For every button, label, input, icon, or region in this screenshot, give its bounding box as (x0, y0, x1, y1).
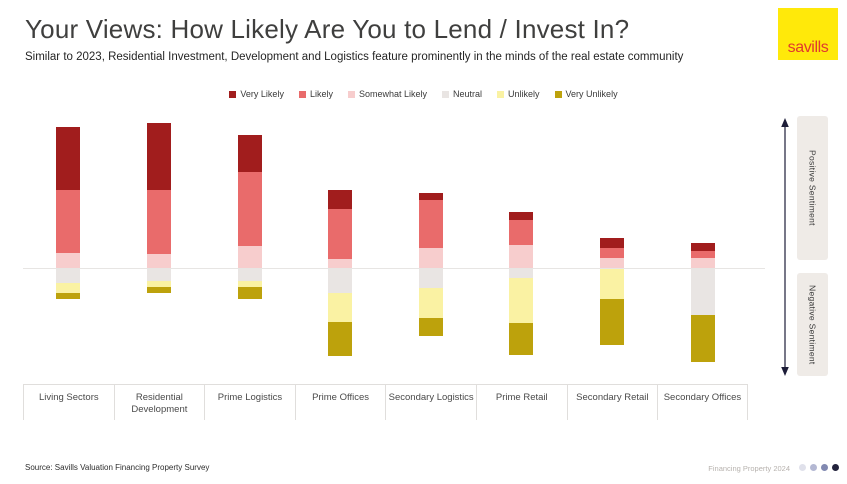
bar-secondary-logistics-segment-very-unlikely (418, 318, 443, 337)
bar-residential-development-segment-unlikely (146, 280, 171, 287)
legend-label: Somewhat Likely (358, 89, 428, 99)
bar-secondary-retail-segment-somewhat-likely (599, 258, 624, 269)
legend-label: Very Likely (240, 89, 284, 99)
bar-secondary-logistics-segment-neutral (418, 268, 443, 289)
legend-item-unlikely: Unlikely (497, 89, 540, 99)
bar-prime-retail-segment-very-unlikely (509, 322, 534, 356)
bar-living-sectors-segment-very-unlikely (56, 292, 81, 299)
legend-item-likely: Likely (298, 89, 333, 99)
legend-swatch-icon (229, 90, 237, 98)
category-label-living-sectors: Living Sectors (23, 385, 114, 420)
bar-prime-logistics-segment-somewhat-likely (237, 246, 262, 269)
category-label-prime-logistics: Prime Logistics (204, 385, 295, 420)
footer-publication-label: Financing Property 2024 (708, 464, 790, 473)
category-label-prime-retail: Prime Retail (475, 385, 567, 420)
legend-item-somewhat-likely: Somewhat Likely (347, 89, 428, 99)
sentiment-double-arrow-icon (781, 118, 789, 376)
legend-swatch-icon (497, 90, 505, 98)
bar-prime-retail-segment-likely (509, 220, 534, 246)
bar-prime-logistics-segment-neutral (237, 268, 262, 282)
bar-secondary-retail-segment-unlikely (599, 268, 624, 300)
legend-item-very-unlikely: Very Unlikely (554, 89, 618, 99)
page-subtitle: Similar to 2023, Residential Investment,… (25, 51, 684, 63)
bar-living-sectors-segment-likely (56, 190, 81, 254)
bar-prime-offices-segment-neutral (328, 268, 353, 293)
bar-residential-development-segment-somewhat-likely (146, 253, 171, 269)
bar-prime-retail-segment-neutral (509, 268, 534, 278)
bar-living-sectors-segment-unlikely (56, 283, 81, 293)
category-label-secondary-offices: Secondary Offices (657, 385, 748, 420)
bar-secondary-offices-segment-somewhat-likely (690, 258, 715, 269)
bar-living-sectors-segment-neutral (56, 268, 81, 284)
bar-secondary-offices-segment-very-likely (690, 242, 715, 252)
legend-label: Unlikely (508, 89, 540, 99)
negative-sentiment-label: Negative Sentiment (797, 273, 828, 376)
bar-secondary-retail-segment-very-likely (599, 237, 624, 248)
pagination-dot-3 (821, 464, 828, 471)
legend-item-very-likely: Very Likely (229, 89, 284, 99)
bar-prime-logistics-segment-very-likely (237, 134, 262, 173)
bar-residential-development-segment-very-likely (146, 123, 171, 191)
bar-secondary-logistics-segment-very-likely (418, 192, 443, 200)
bar-prime-offices-segment-unlikely (328, 292, 353, 322)
bar-prime-logistics-segment-unlikely (237, 281, 262, 288)
category-label-secondary-retail: Secondary Retail (566, 385, 658, 420)
bar-prime-retail-segment-very-likely (509, 211, 534, 221)
category-axis: Living Sectors Residential Development Pri… (23, 384, 748, 420)
legend-swatch-icon (298, 90, 306, 98)
bar-residential-development-segment-likely (146, 190, 171, 254)
bar-secondary-retail-segment-likely (599, 247, 624, 259)
pagination-dot-2 (810, 464, 817, 471)
bar-living-sectors-segment-somewhat-likely (56, 253, 81, 269)
bar-secondary-offices-segment-neutral (690, 268, 715, 315)
bar-prime-logistics-segment-likely (237, 172, 262, 247)
legend-item-neutral: Neutral (442, 89, 482, 99)
pagination-dot-4 (832, 464, 839, 471)
category-label-residential-development: Residential Development (113, 385, 205, 420)
legend-label: Very Unlikely (565, 89, 618, 99)
legend-label: Likely (309, 89, 333, 99)
savills-logo-text: savills (787, 39, 829, 56)
bar-prime-offices-segment-very-likely (328, 190, 353, 210)
chart-legend: Very Likely Likely Somewhat Likely Neutral U… (0, 89, 847, 99)
bar-residential-development-segment-neutral (146, 268, 171, 281)
bar-secondary-offices-segment-likely (690, 251, 715, 259)
bar-prime-logistics-segment-very-unlikely (237, 287, 262, 300)
bar-prime-retail-segment-unlikely (509, 277, 534, 323)
bar-secondary-offices-segment-very-unlikely (690, 314, 715, 363)
zero-baseline (23, 268, 765, 269)
page-title: Your Views: How Likely Are You to Lend /… (25, 14, 630, 44)
legend-swatch-icon (347, 90, 355, 98)
category-label-prime-offices: Prime Offices (294, 385, 386, 420)
savills-logo: savills (778, 8, 838, 60)
pagination-dot-1 (799, 464, 806, 471)
bar-secondary-logistics-segment-somewhat-likely (418, 247, 443, 269)
bar-prime-retail-segment-somewhat-likely (509, 245, 534, 269)
category-label-secondary-logistics: Secondary Logistics (385, 385, 476, 420)
pagination-dots (799, 464, 839, 471)
bar-living-sectors-segment-very-likely (56, 126, 81, 191)
bar-secondary-retail-segment-very-unlikely (599, 299, 624, 345)
bar-residential-development-segment-very-unlikely (146, 286, 171, 294)
legend-swatch-icon (442, 90, 450, 98)
bar-secondary-logistics-segment-unlikely (418, 288, 443, 319)
bar-prime-offices-segment-very-unlikely (328, 321, 353, 356)
bar-secondary-logistics-segment-likely (418, 199, 443, 248)
bar-prime-offices-segment-likely (328, 209, 353, 260)
source-note: Source: Savills Valuation Financing Prop… (25, 463, 210, 472)
bar-prime-offices-segment-somewhat-likely (328, 259, 353, 269)
legend-swatch-icon (554, 90, 562, 98)
legend-label: Neutral (453, 89, 483, 99)
positive-sentiment-label: Positive Sentiment (797, 116, 828, 260)
